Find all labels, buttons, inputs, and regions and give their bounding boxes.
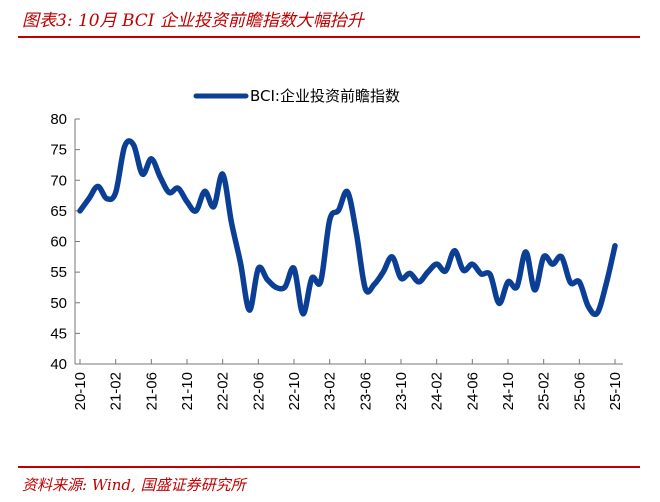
x-tick-label: 21-06 [143, 372, 160, 410]
title-divider [18, 36, 640, 38]
y-tick-label: 70 [50, 172, 67, 189]
series-line-bci [77, 138, 618, 318]
y-tick-label: 40 [50, 356, 67, 373]
legend: BCI:企业投资前瞻指数 [193, 87, 400, 105]
y-tick-label: 55 [50, 264, 67, 281]
y-tick-label: 65 [50, 203, 67, 220]
x-tick-label: 23-06 [357, 372, 374, 410]
y-tick-label: 75 [50, 142, 67, 159]
x-tick-label: 23-10 [393, 372, 410, 410]
x-tick-label: 21-10 [179, 372, 196, 410]
footer-divider [18, 466, 640, 468]
x-tick-label: 23-02 [322, 372, 339, 410]
y-tick-label: 80 [50, 111, 67, 128]
x-tick-label: 24-10 [500, 372, 517, 410]
y-tick-label: 45 [50, 325, 67, 342]
x-tick-label: 25-06 [571, 372, 588, 410]
x-tick-label: 25-10 [607, 372, 624, 410]
x-tick-label: 25-02 [536, 372, 553, 410]
source-note: 资料来源: Wind, 国盛证券研究所 [22, 476, 246, 494]
x-tick-label: 22-06 [250, 372, 267, 410]
y-tick-label: 60 [50, 234, 67, 251]
x-tick-label: 24-06 [464, 372, 481, 410]
x-tick-label: 20-10 [72, 372, 89, 410]
chart-title: 图表3: 10月 BCI 企业投资前瞻指数大幅抬升 [22, 11, 364, 31]
x-tick-label: 22-02 [215, 372, 232, 410]
x-tick-label: 21-02 [108, 372, 125, 410]
x-tick-label: 24-02 [429, 372, 446, 410]
x-tick-label: 22-10 [286, 372, 303, 410]
y-tick-label: 50 [50, 295, 67, 312]
legend-label: BCI:企业投资前瞻指数 [250, 87, 400, 105]
